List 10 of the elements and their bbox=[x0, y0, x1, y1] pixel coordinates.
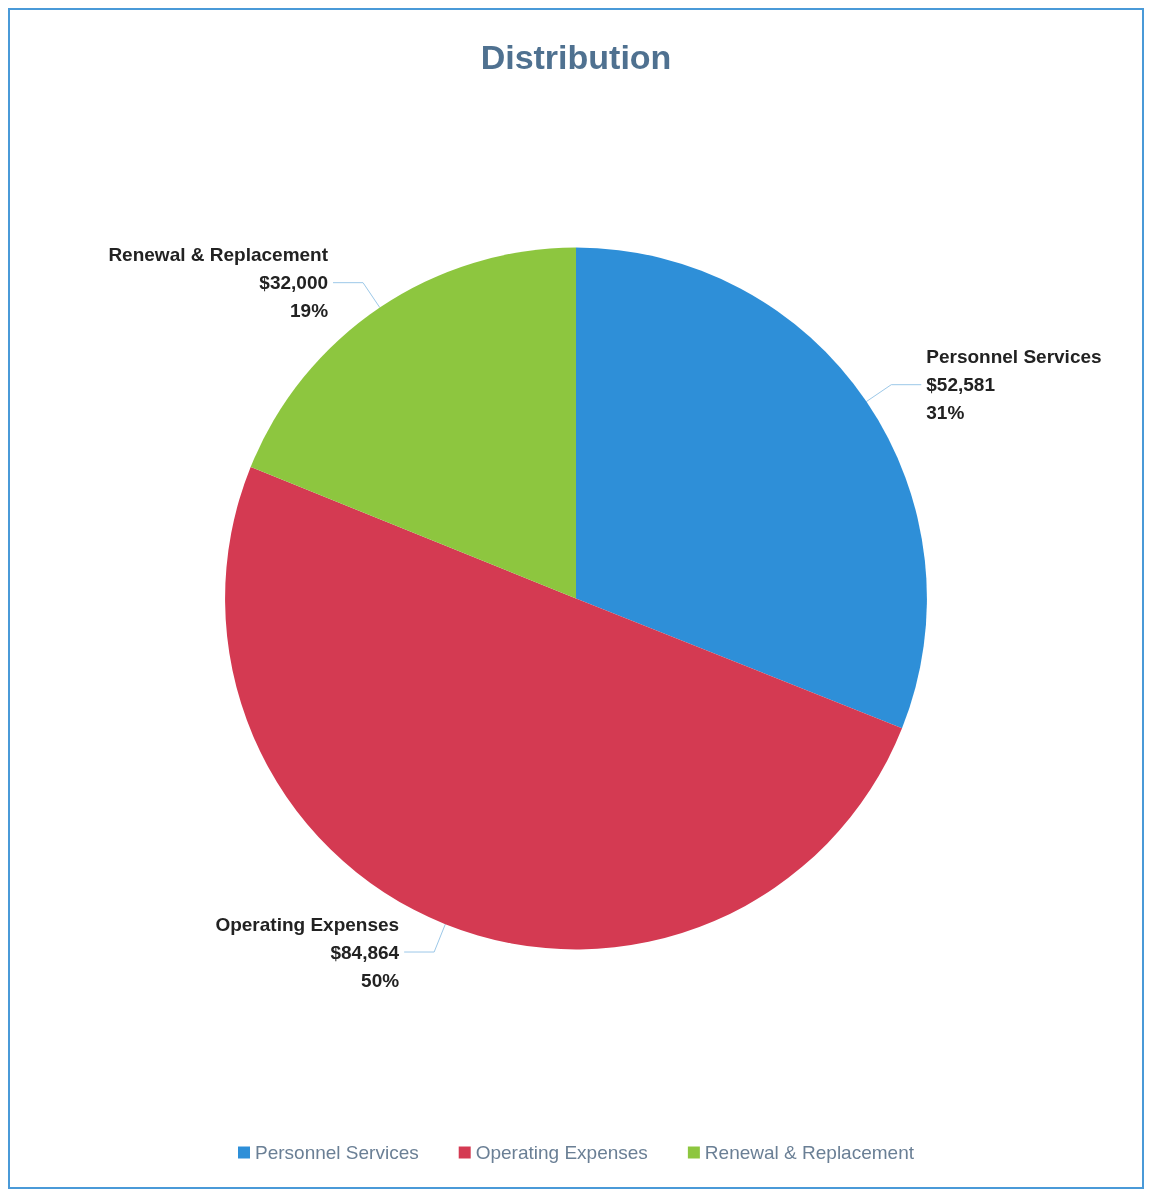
legend-label: Renewal & Replacement bbox=[704, 1142, 915, 1163]
legend-label: Personnel Services bbox=[255, 1142, 419, 1163]
data-label: $84,864 50% bbox=[330, 941, 400, 991]
legend-label: Operating Expenses bbox=[475, 1142, 648, 1163]
slice-label: Operating Expenses bbox=[215, 913, 400, 935]
chart-title: Distribution bbox=[480, 38, 672, 76]
slice-label: Renewal & Replacement bbox=[108, 244, 329, 266]
data-label: $32,000 19% bbox=[259, 272, 329, 322]
slice-label: Personnel Services bbox=[926, 346, 1102, 368]
data-label: $52,581 31% bbox=[926, 374, 996, 424]
